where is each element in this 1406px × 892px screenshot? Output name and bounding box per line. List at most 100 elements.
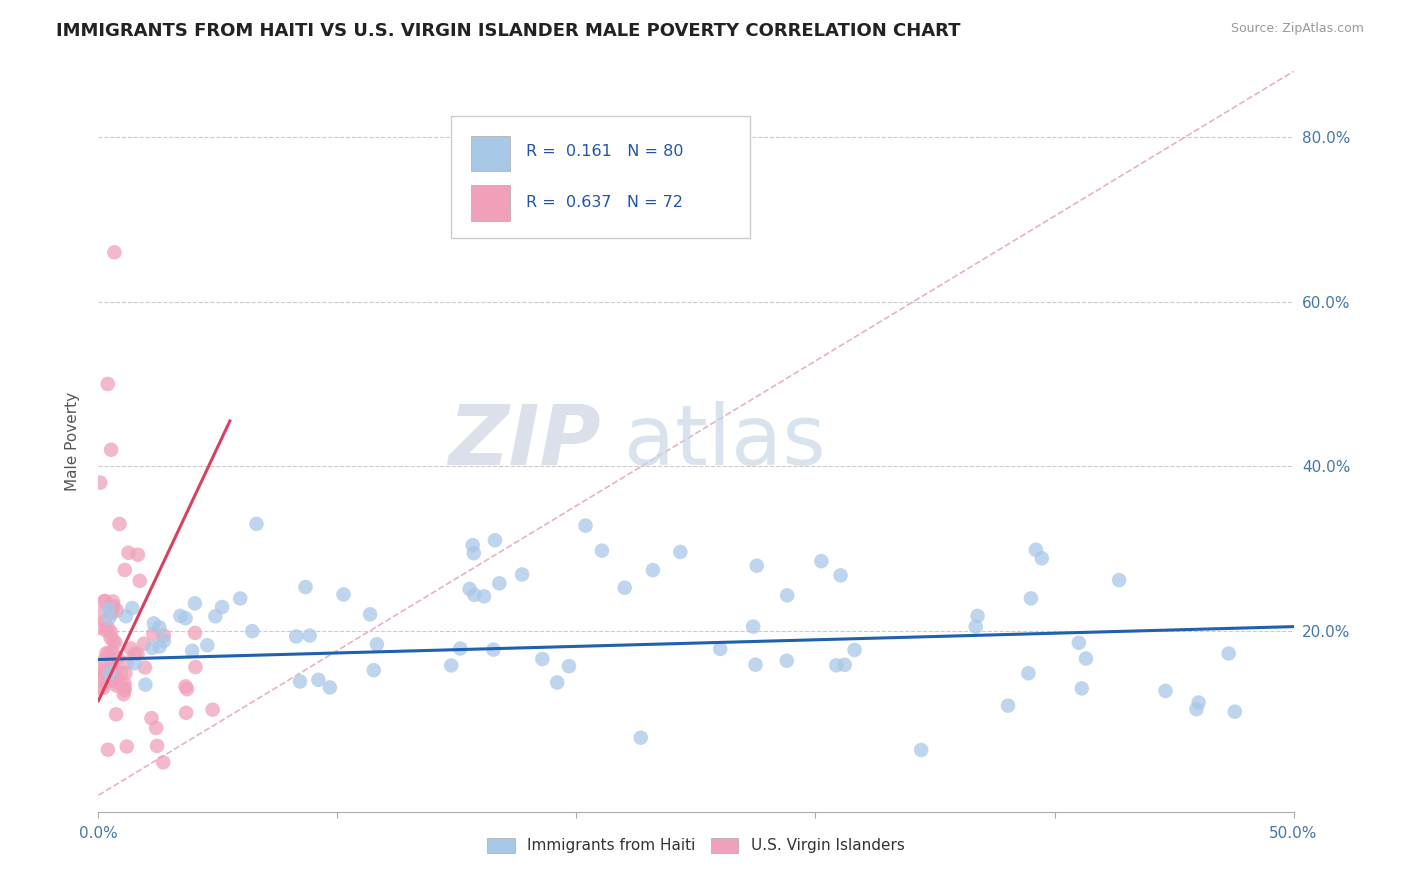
Point — [114, 677, 136, 691]
Point — [201, 703, 224, 717]
Point — [463, 546, 485, 560]
Point — [458, 582, 481, 596]
Point — [613, 581, 636, 595]
Point — [100, 606, 122, 620]
Point — [121, 601, 143, 615]
Point — [1070, 681, 1092, 696]
Point — [184, 596, 207, 610]
Point — [105, 670, 128, 684]
FancyBboxPatch shape — [471, 186, 509, 221]
Point — [132, 637, 155, 651]
Point — [745, 558, 768, 573]
Point — [1185, 702, 1208, 716]
Point — [103, 245, 125, 260]
Point — [93, 654, 115, 668]
Point — [115, 656, 138, 670]
Point — [108, 516, 131, 531]
Point — [110, 666, 132, 681]
Point — [184, 660, 207, 674]
Point — [141, 711, 163, 725]
Point — [145, 721, 167, 735]
Point — [1031, 551, 1053, 566]
Point — [153, 634, 176, 648]
Point — [104, 635, 127, 649]
Point — [472, 590, 495, 604]
Point — [229, 591, 252, 606]
Point — [776, 588, 799, 602]
Point — [1187, 696, 1209, 710]
Point — [363, 663, 385, 677]
Point — [669, 545, 692, 559]
Text: ZIP: ZIP — [447, 401, 600, 482]
Point — [107, 651, 129, 665]
Point — [105, 679, 128, 693]
Point — [98, 611, 121, 625]
Point — [98, 666, 121, 681]
Text: R =  0.161   N = 80: R = 0.161 N = 80 — [526, 144, 683, 159]
Point — [844, 643, 866, 657]
Point — [153, 628, 176, 642]
Point — [97, 645, 120, 659]
Point — [307, 673, 329, 687]
Point — [120, 641, 142, 656]
Point — [93, 681, 115, 695]
Point — [531, 652, 554, 666]
Point — [630, 731, 652, 745]
Point — [285, 630, 308, 644]
Point — [105, 670, 128, 684]
Point — [184, 626, 207, 640]
Point — [89, 606, 111, 620]
Point — [142, 616, 165, 631]
Point — [97, 602, 120, 616]
Point — [94, 594, 117, 608]
Point — [127, 548, 149, 562]
Point — [558, 659, 581, 673]
Point — [112, 687, 135, 701]
Point — [776, 654, 799, 668]
Point — [127, 647, 149, 661]
Text: IMMIGRANTS FROM HAITI VS U.S. VIRGIN ISLANDER MALE POVERTY CORRELATION CHART: IMMIGRANTS FROM HAITI VS U.S. VIRGIN ISL… — [56, 22, 960, 40]
Point — [1025, 542, 1047, 557]
Point — [825, 658, 848, 673]
Point — [101, 656, 124, 670]
Point — [965, 620, 987, 634]
Point — [114, 683, 136, 698]
Point — [366, 637, 388, 651]
Point — [100, 631, 122, 645]
Point — [97, 622, 120, 636]
Point — [112, 681, 135, 695]
Point — [174, 706, 197, 720]
Point — [124, 657, 146, 671]
Text: atlas: atlas — [624, 401, 825, 482]
Point — [211, 600, 233, 615]
Point — [146, 739, 169, 753]
Point — [101, 594, 124, 608]
Point — [97, 667, 120, 681]
Point — [142, 627, 165, 641]
Point — [117, 546, 139, 560]
Point — [709, 642, 731, 657]
Point — [1108, 573, 1130, 587]
Point — [98, 667, 121, 681]
Point — [101, 645, 124, 659]
Point — [94, 675, 117, 690]
Point — [1154, 684, 1177, 698]
Point — [484, 533, 506, 548]
Point — [744, 657, 766, 672]
Point — [134, 660, 156, 674]
Text: Source: ZipAtlas.com: Source: ZipAtlas.com — [1230, 22, 1364, 36]
Point — [288, 674, 311, 689]
Point — [103, 599, 125, 614]
Point — [100, 625, 122, 640]
Point — [574, 518, 596, 533]
Point — [103, 671, 125, 685]
Point — [148, 620, 170, 634]
Point — [97, 376, 120, 391]
Point — [966, 608, 988, 623]
Point — [332, 587, 354, 601]
Point — [176, 682, 198, 697]
Point — [1017, 666, 1039, 681]
Point — [834, 657, 856, 672]
Point — [89, 621, 111, 635]
Point — [204, 609, 226, 624]
